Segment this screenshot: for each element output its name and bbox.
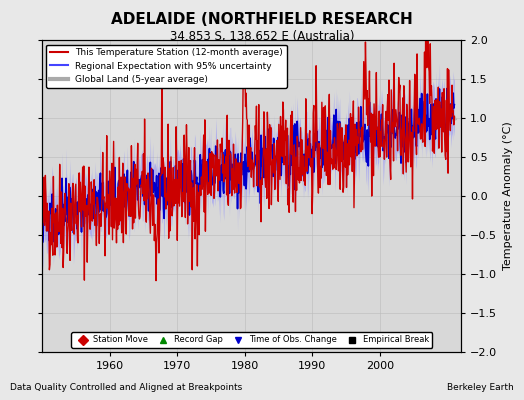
Text: Data Quality Controlled and Aligned at Breakpoints: Data Quality Controlled and Aligned at B… bbox=[10, 383, 243, 392]
Text: ADELAIDE (NORTHFIELD RESEARCH: ADELAIDE (NORTHFIELD RESEARCH bbox=[111, 12, 413, 27]
Text: 34.853 S, 138.652 E (Australia): 34.853 S, 138.652 E (Australia) bbox=[170, 30, 354, 43]
Y-axis label: Temperature Anomaly (°C): Temperature Anomaly (°C) bbox=[503, 122, 513, 270]
Legend: Station Move, Record Gap, Time of Obs. Change, Empirical Break: Station Move, Record Gap, Time of Obs. C… bbox=[71, 332, 432, 348]
Text: Berkeley Earth: Berkeley Earth bbox=[447, 383, 514, 392]
